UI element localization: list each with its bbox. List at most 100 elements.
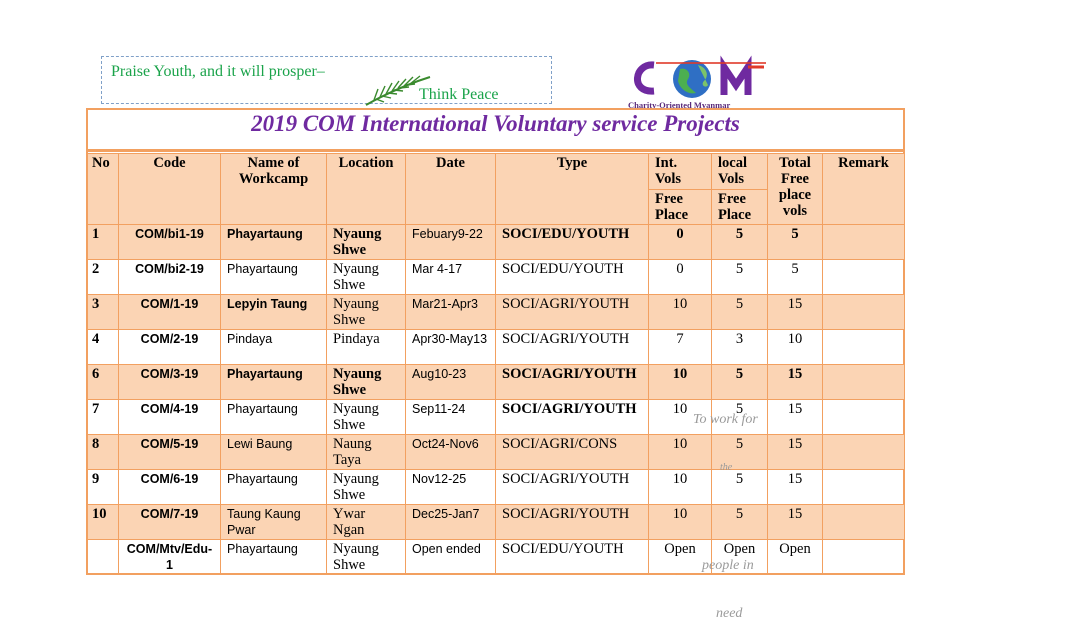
header-local-free-place: Free Place: [711, 189, 768, 225]
cell-int-vols: 10: [648, 504, 712, 540]
cell-type: SOCI/EDU/YOUTH: [495, 259, 649, 295]
header-name: Name of Workcamp: [220, 153, 327, 225]
cell-code: COM/7-19: [118, 504, 221, 540]
table-row: 7 COM/4-19 Phayartaung Nyaung Shwe Sep11-24 S…: [87, 399, 905, 435]
slogan-line-1: Praise Youth, and it will prosper–: [111, 63, 325, 80]
cell-code: COM/5-19: [118, 434, 221, 470]
cell-local-vols: 5: [711, 434, 768, 470]
cell-no: 3: [87, 294, 119, 330]
table-row: 4 COM/2-19 Pindaya Pindaya Apr30-May13 SOCI/A…: [87, 329, 905, 365]
cell-total: 15: [767, 364, 823, 400]
cell-remark: [822, 364, 905, 400]
table-row: 1 COM/bi1-19 Phayartaung Nyaung Shwe Febuary…: [87, 224, 905, 260]
cell-location: Pindaya: [326, 329, 406, 365]
overlay-text-b: the: [720, 462, 733, 473]
table-header-row: No Code Name of Workcamp Location Date T…: [87, 153, 905, 225]
cell-no: [87, 539, 119, 575]
cell-type: SOCI/AGRI/YOUTH: [495, 504, 649, 540]
table-row: 8 COM/5-19 Lewi Baung Naung Taya Oct24-Nov6 S…: [87, 434, 905, 470]
cell-name: Pindaya: [220, 329, 327, 365]
cell-local-vols: Open: [711, 539, 768, 575]
cell-type: SOCI/AGRI/CONS: [495, 434, 649, 470]
cell-remark: [822, 434, 905, 470]
cell-name: Phayartaung: [220, 469, 327, 505]
cell-local-vols: 5: [711, 504, 768, 540]
cell-local-vols: 5: [711, 259, 768, 295]
cell-local-vols: 5: [711, 399, 768, 435]
cell-date: Apr30-May13: [405, 329, 496, 365]
table-row: 2 COM/bi2-19 Phayartaung Nyaung Shwe Mar 4-1…: [87, 259, 905, 295]
cell-date: Open ended: [405, 539, 496, 575]
cell-type: SOCI/AGRI/YOUTH: [495, 329, 649, 365]
cell-remark: [822, 329, 905, 365]
cell-date: Febuary9-22: [405, 224, 496, 260]
cell-int-vols: 10: [648, 364, 712, 400]
cell-date: Oct24-Nov6: [405, 434, 496, 470]
cell-date: Dec25-Jan7: [405, 504, 496, 540]
cell-location: Nyaung Shwe: [326, 224, 406, 260]
header-no: No: [87, 153, 119, 225]
header-date: Date: [405, 153, 496, 225]
cell-remark: [822, 259, 905, 295]
cell-name: Phayartaung: [220, 364, 327, 400]
table-row: 9 COM/6-19 Phayartaung Nyaung Shwe Nov12-25 S…: [87, 469, 905, 505]
header-total: Total Free place vols: [767, 153, 823, 225]
cell-local-vols: 5: [711, 364, 768, 400]
cell-remark: [822, 504, 905, 540]
cell-total: 15: [767, 294, 823, 330]
cell-code: COM/4-19: [118, 399, 221, 435]
cell-name: Phayartaung: [220, 399, 327, 435]
cell-total: 5: [767, 224, 823, 260]
cell-date: Aug10-23: [405, 364, 496, 400]
cell-remark: [822, 539, 905, 575]
cell-no: 6: [87, 364, 119, 400]
cell-code: COM/Mtv/Edu-1: [118, 539, 221, 575]
page-title: 2019 COM International Voluntary service…: [251, 111, 740, 136]
header-remark: Remark: [822, 153, 905, 225]
cell-total: 15: [767, 504, 823, 540]
cell-code: COM/6-19: [118, 469, 221, 505]
table-subheader-row: Free Place Free Place: [88, 189, 905, 225]
cell-no: 4: [87, 329, 119, 365]
cell-location: Nyaung Shwe: [326, 259, 406, 295]
table-row: 6 COM/3-19 Phayartaung Nyaung Shwe Aug10-23 S…: [87, 364, 905, 400]
cell-total: 5: [767, 259, 823, 295]
globe-logo-icon: [634, 55, 766, 98]
cell-int-vols: 10: [648, 434, 712, 470]
cell-location: Nyaung Shwe: [326, 469, 406, 505]
title-bar: 2019 COM International Voluntary service…: [88, 110, 903, 152]
cell-remark: [822, 399, 905, 435]
palm-leaf-icon: [365, 75, 431, 106]
cell-code: COM/2-19: [118, 329, 221, 365]
cell-location: Ywar Ngan: [326, 504, 406, 540]
cell-type: SOCI/AGRI/YOUTH: [495, 399, 649, 435]
cell-name: Taung Kaung Pwar: [220, 504, 327, 540]
header-type: Type: [495, 153, 649, 225]
cell-remark: [822, 294, 905, 330]
cell-name: Phayartaung: [220, 539, 327, 575]
cell-code: COM/bi1-19: [118, 224, 221, 260]
cell-total: 15: [767, 399, 823, 435]
cell-name: Lepyin Taung: [220, 294, 327, 330]
cell-no: 2: [87, 259, 119, 295]
cell-name: Phayartaung: [220, 259, 327, 295]
cell-int-vols: 10: [648, 294, 712, 330]
cell-total: Open: [767, 539, 823, 575]
cell-type: SOCI/AGRI/YOUTH: [495, 469, 649, 505]
header-local-vols: local Vols: [711, 153, 768, 190]
cell-code: COM/1-19: [118, 294, 221, 330]
slogan-line-2: Think Peace: [419, 86, 499, 103]
cell-no: 9: [87, 469, 119, 505]
cell-int-vols: 0: [648, 259, 712, 295]
cell-int-vols: Open: [648, 539, 712, 575]
header-location: Location: [326, 153, 406, 225]
cell-int-vols: 7: [648, 329, 712, 365]
cell-location: Naung Taya: [326, 434, 406, 470]
cell-local-vols: 3: [711, 329, 768, 365]
cell-remark: [822, 469, 905, 505]
overlay-text-d: need: [716, 606, 743, 621]
cell-code: COM/bi2-19: [118, 259, 221, 295]
header-int-free-place: Free Place: [648, 189, 712, 225]
table-row: COM/Mtv/Edu-1 Phayartaung Nyaung Shwe Open …: [87, 539, 905, 575]
cell-code: COM/3-19: [118, 364, 221, 400]
